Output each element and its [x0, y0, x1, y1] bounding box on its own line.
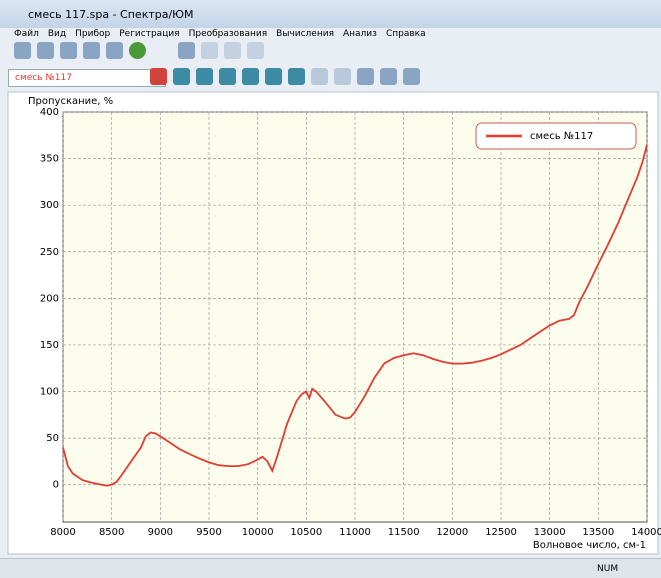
- x-tick-label: 9000: [148, 527, 173, 538]
- tool-icon[interactable]: [242, 68, 259, 85]
- y-tick-label: 300: [40, 200, 59, 211]
- y-axis-label: Пропускание, %: [28, 96, 113, 107]
- menu-item[interactable]: Регистрация: [119, 29, 180, 39]
- status-bar: NUM: [0, 558, 661, 578]
- status-text: NUM: [597, 564, 619, 574]
- menu-item[interactable]: Анализ: [343, 29, 377, 39]
- tool-icon[interactable]: [14, 42, 31, 59]
- x-tick-label: 12000: [436, 527, 468, 538]
- x-tick-label: 13500: [582, 527, 614, 538]
- menu-item[interactable]: Вид: [47, 29, 67, 39]
- x-axis-label: Волновое число, см-1: [533, 540, 646, 551]
- legend-label: смесь №117: [530, 131, 593, 142]
- menu-item[interactable]: Прибор: [75, 29, 111, 39]
- tool-icon[interactable]: [150, 68, 167, 85]
- series-line: [62, 144, 648, 487]
- tool-icon[interactable]: [129, 42, 146, 59]
- tool-icon[interactable]: [357, 68, 374, 85]
- y-tick-label: 200: [40, 293, 59, 304]
- x-tick-label: 14000: [631, 527, 661, 538]
- tool-icon[interactable]: [334, 68, 351, 85]
- tool-icon[interactable]: [403, 68, 420, 85]
- menu-item[interactable]: Преобразования: [188, 29, 268, 39]
- tool-icon[interactable]: [311, 68, 328, 85]
- tool-icon[interactable]: [196, 68, 213, 85]
- menu-item[interactable]: Справка: [385, 29, 426, 39]
- tool-icon[interactable]: [60, 42, 77, 59]
- x-tick-label: 10000: [242, 527, 274, 538]
- tool-icon[interactable]: [178, 42, 195, 59]
- x-tick-label: 11000: [339, 527, 371, 538]
- x-tick-label: 8000: [50, 527, 75, 538]
- y-tick-label: 0: [53, 480, 59, 491]
- legend-box: [475, 122, 637, 150]
- y-tick-label: 350: [40, 154, 59, 165]
- y-tick-label: 400: [40, 107, 59, 118]
- toolbar: [150, 68, 420, 88]
- toolbar: [14, 42, 264, 62]
- y-tick-label: 100: [40, 387, 59, 398]
- tool-icon[interactable]: [219, 68, 236, 85]
- tool-icon[interactable]: [37, 42, 54, 59]
- window-title: смесь 117.spa - Спектра/ЮМ: [28, 8, 194, 21]
- x-tick-label: 10500: [290, 527, 322, 538]
- y-tick-label: 150: [40, 340, 59, 351]
- chart: Пропускание, % Волновое число, см-1 0 50 1…: [7, 91, 661, 555]
- tool-icon[interactable]: [173, 68, 190, 85]
- tool-icon[interactable]: [83, 42, 100, 59]
- x-tick-label: 12500: [485, 527, 517, 538]
- x-tick-label: 9500: [196, 527, 221, 538]
- tool-icon[interactable]: [265, 68, 282, 85]
- x-tick-label: 11500: [388, 527, 420, 538]
- tool-icon[interactable]: [247, 42, 264, 59]
- menu-item[interactable]: Вычисления: [276, 29, 334, 39]
- x-tick-label: 13000: [534, 527, 566, 538]
- menu-item[interactable]: Файл: [14, 29, 39, 39]
- tool-icon[interactable]: [201, 42, 218, 59]
- tool-icon[interactable]: [380, 68, 397, 85]
- title-bar: смесь 117.spa - Спектра/ЮМ: [0, 0, 661, 28]
- sample-combo[interactable]: смесь №117: [8, 69, 166, 87]
- tool-icon[interactable]: [224, 42, 241, 59]
- x-tick-label: 8500: [99, 527, 124, 538]
- y-tick-label: 250: [40, 247, 59, 258]
- tool-icon[interactable]: [288, 68, 305, 85]
- menu-bar: Файл Вид Прибор Регистрация Преобразования Вы…: [14, 29, 426, 39]
- spacer: [152, 42, 172, 62]
- tool-icon[interactable]: [106, 42, 123, 59]
- y-tick-label: 50: [46, 433, 59, 444]
